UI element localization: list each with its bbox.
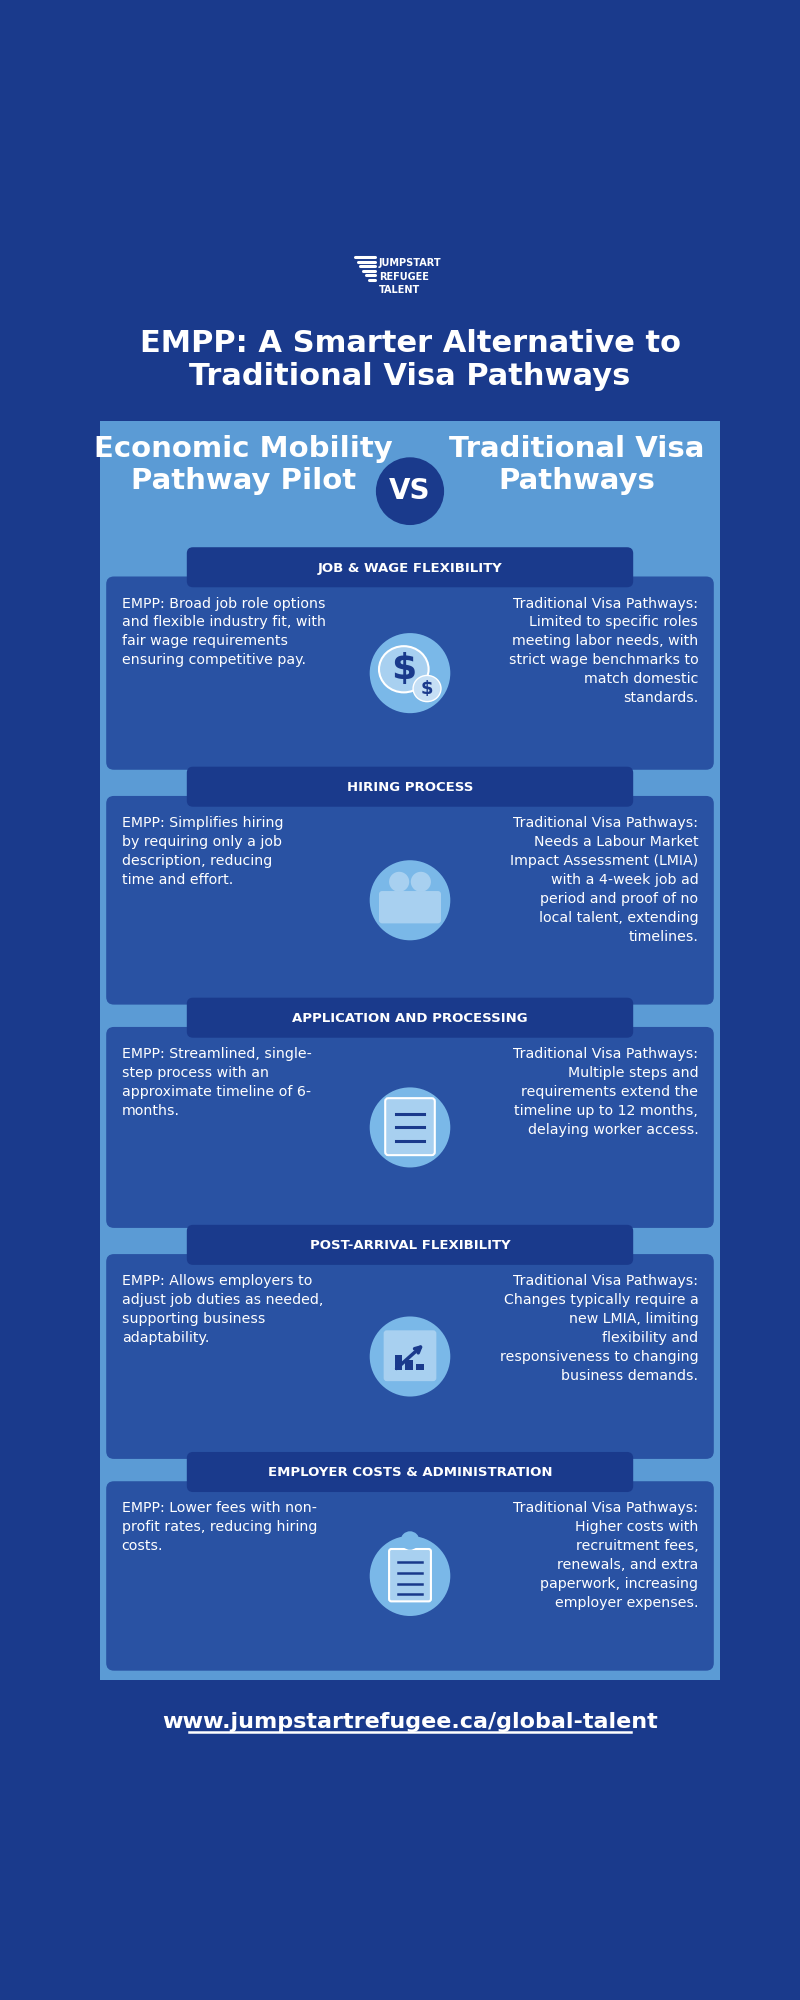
Ellipse shape [370, 1088, 450, 1168]
Ellipse shape [376, 458, 444, 526]
Text: Traditional Visa Pathways:
Multiple steps and
requirements extend the
timeline u: Traditional Visa Pathways: Multiple step… [514, 1046, 698, 1136]
FancyBboxPatch shape [386, 1098, 435, 1156]
Text: Traditional Visa Pathways:
Higher costs with
recruitment fees,
renewals, and ext: Traditional Visa Pathways: Higher costs … [514, 1502, 698, 1610]
FancyBboxPatch shape [406, 1360, 413, 1370]
Ellipse shape [370, 1536, 450, 1616]
Ellipse shape [389, 872, 410, 892]
Text: Traditional Visa Pathways:
Needs a Labour Market
Impact Assessment (LMIA)
with a: Traditional Visa Pathways: Needs a Labou… [510, 816, 698, 944]
Text: POST-ARRIVAL FLEXIBILITY: POST-ARRIVAL FLEXIBILITY [310, 1240, 510, 1252]
FancyBboxPatch shape [187, 766, 634, 806]
Text: EMPP: Allows employers to
adjust job duties as needed,
supporting business
adapt: EMPP: Allows employers to adjust job dut… [122, 1274, 323, 1344]
FancyBboxPatch shape [106, 1026, 714, 1228]
Text: www.jumpstartrefugee.ca/global-talent: www.jumpstartrefugee.ca/global-talent [162, 1712, 658, 1732]
FancyBboxPatch shape [389, 1548, 431, 1602]
FancyBboxPatch shape [394, 1354, 402, 1370]
Ellipse shape [370, 634, 450, 714]
FancyBboxPatch shape [384, 1330, 436, 1382]
Text: JOB & WAGE FLEXIBILITY: JOB & WAGE FLEXIBILITY [318, 562, 502, 574]
Text: Economic Mobility
Pathway Pilot: Economic Mobility Pathway Pilot [94, 434, 393, 496]
FancyBboxPatch shape [187, 1452, 634, 1492]
FancyBboxPatch shape [100, 568, 720, 1680]
FancyBboxPatch shape [187, 998, 634, 1038]
Text: JUMPSTART
REFUGEE
TALENT: JUMPSTART REFUGEE TALENT [379, 258, 442, 294]
Text: Traditional Visa Pathways: Traditional Visa Pathways [190, 362, 630, 390]
FancyBboxPatch shape [106, 796, 714, 1004]
FancyBboxPatch shape [379, 892, 441, 924]
FancyBboxPatch shape [100, 240, 720, 1780]
FancyBboxPatch shape [100, 1680, 720, 1780]
Ellipse shape [370, 860, 450, 940]
Text: EMPP: A Smarter Alternative to: EMPP: A Smarter Alternative to [139, 328, 681, 358]
Text: EMPP: Simplifies hiring
by requiring only a job
description, reducing
time and e: EMPP: Simplifies hiring by requiring onl… [122, 816, 283, 886]
Text: HIRING PROCESS: HIRING PROCESS [347, 780, 473, 794]
Text: EMPP: Lower fees with non-
profit rates, reducing hiring
costs.: EMPP: Lower fees with non- profit rates,… [122, 1502, 317, 1554]
Text: EMPP: Streamlined, single-
step process with an
approximate timeline of 6-
month: EMPP: Streamlined, single- step process … [122, 1046, 311, 1118]
Text: VS: VS [390, 478, 430, 506]
FancyBboxPatch shape [106, 1254, 714, 1458]
Text: $: $ [421, 680, 434, 698]
Ellipse shape [379, 646, 429, 692]
FancyBboxPatch shape [106, 576, 714, 770]
Ellipse shape [401, 1532, 419, 1550]
Text: EMPLOYER COSTS & ADMINISTRATION: EMPLOYER COSTS & ADMINISTRATION [268, 1466, 552, 1480]
Ellipse shape [413, 676, 441, 702]
FancyBboxPatch shape [106, 1482, 714, 1670]
Text: EMPP: Broad job role options
and flexible industry fit, with
fair wage requireme: EMPP: Broad job role options and flexibl… [122, 596, 326, 668]
Text: Traditional Visa Pathways:
Changes typically require a
new LMIA, limiting
flexib: Traditional Visa Pathways: Changes typic… [500, 1274, 698, 1382]
FancyBboxPatch shape [187, 548, 634, 588]
Text: $: $ [391, 652, 417, 686]
FancyBboxPatch shape [187, 1224, 634, 1264]
Text: Traditional Visa
Pathways: Traditional Visa Pathways [449, 434, 704, 496]
Text: Traditional Visa Pathways:
Limited to specific roles
meeting labor needs, with
s: Traditional Visa Pathways: Limited to sp… [509, 596, 698, 706]
FancyBboxPatch shape [416, 1364, 424, 1370]
Ellipse shape [410, 872, 431, 892]
Ellipse shape [370, 1316, 450, 1396]
FancyBboxPatch shape [100, 420, 720, 568]
Text: APPLICATION AND PROCESSING: APPLICATION AND PROCESSING [292, 1012, 528, 1024]
